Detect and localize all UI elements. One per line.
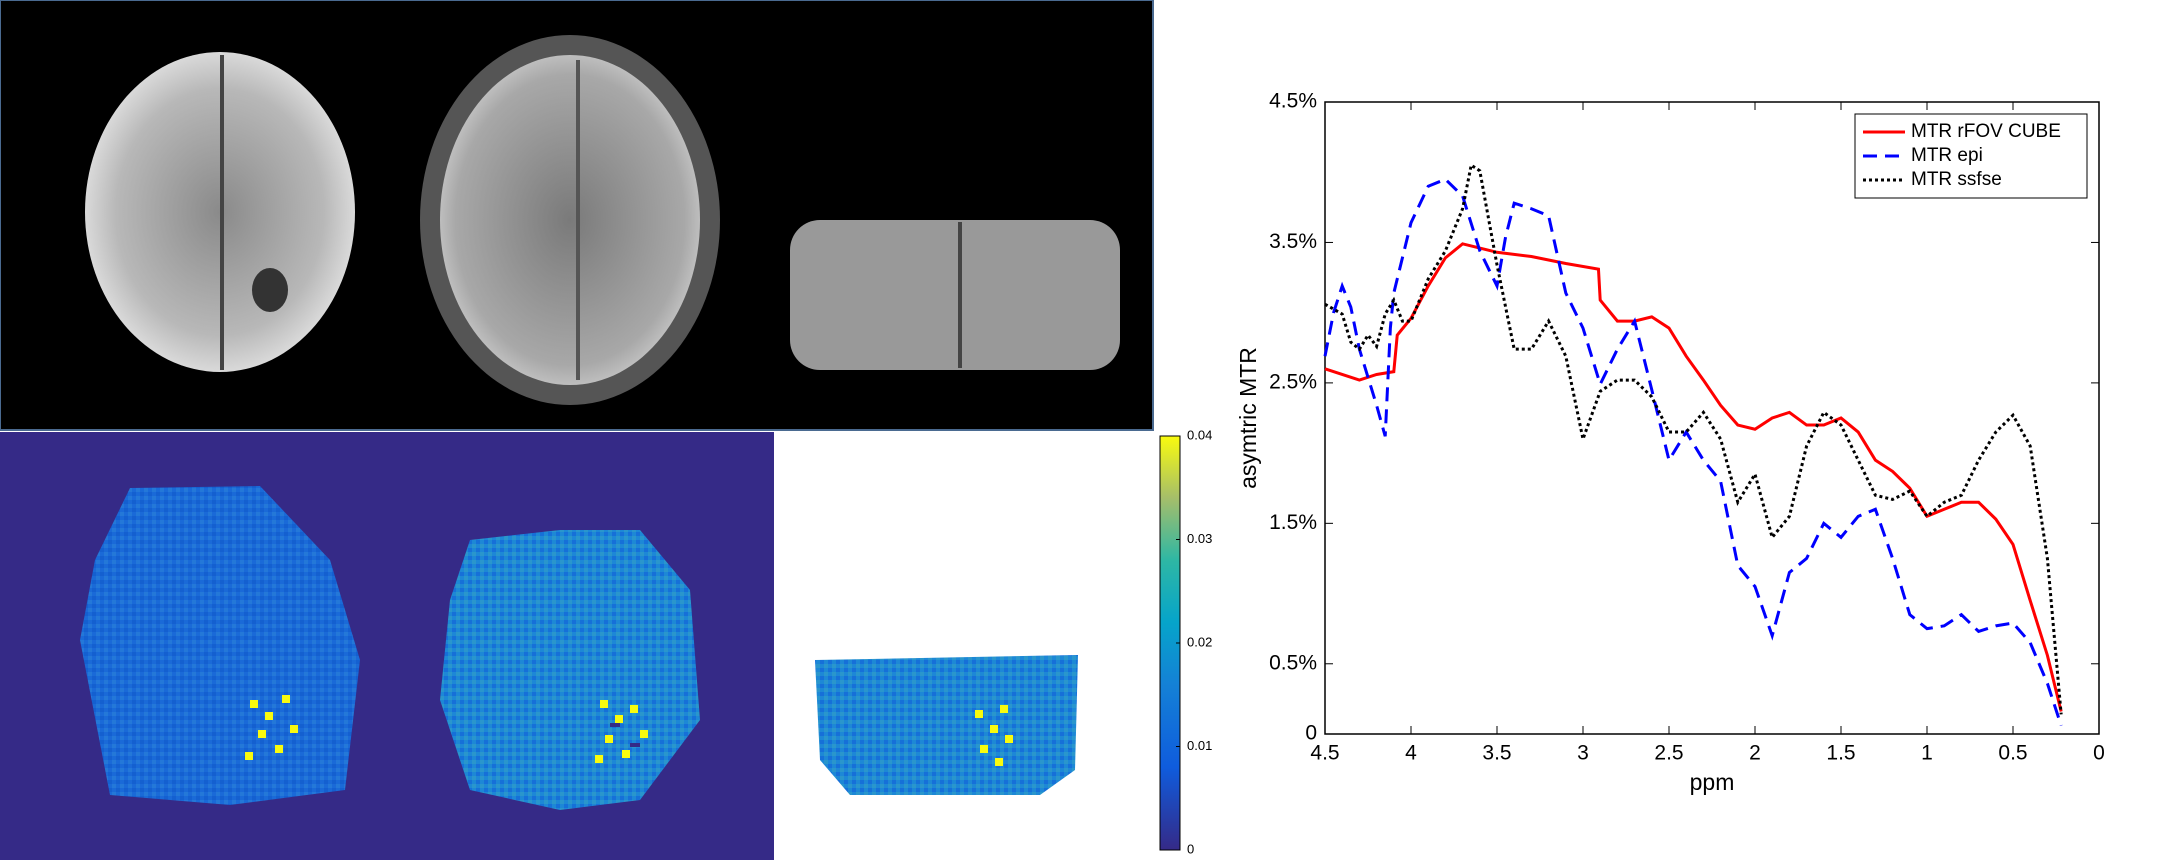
series-line bbox=[1324, 162, 2063, 715]
y-tick-label: 0.5% bbox=[1269, 651, 1317, 674]
x-tick-label: 2 bbox=[1749, 742, 1761, 765]
colorbar-tick-label: 0.03 bbox=[1187, 531, 1212, 546]
y-tick-label: 2.5% bbox=[1269, 370, 1317, 393]
colorbar-tick-label: 0.01 bbox=[1187, 738, 1212, 753]
dark-spots bbox=[610, 723, 640, 747]
x-tick-label: 2.5 bbox=[1654, 742, 1683, 765]
brain-image bbox=[790, 220, 1120, 370]
y-tick-label: 1.5% bbox=[1269, 511, 1317, 534]
legend-label: MTR ssfse bbox=[1911, 169, 2002, 190]
plot-area bbox=[1324, 101, 2100, 735]
x-axis-label: ppm bbox=[1690, 769, 1735, 795]
series-line bbox=[1323, 177, 2063, 727]
x-tick-label: 3.5 bbox=[1482, 742, 1511, 765]
y-tick-label: 3.5% bbox=[1269, 230, 1317, 253]
colorbar-tick-label: 0 bbox=[1187, 841, 1194, 856]
series-line bbox=[1324, 242, 2063, 712]
colorbar-tick-label: 0.04 bbox=[1187, 427, 1212, 442]
x-tick-label: 4.5 bbox=[1310, 742, 1339, 765]
x-tick-label: 4 bbox=[1405, 742, 1417, 765]
x-tick-label: 0 bbox=[2093, 742, 2105, 765]
brain-image bbox=[440, 55, 700, 385]
hot-spots bbox=[245, 695, 1013, 766]
x-tick-label: 0.5 bbox=[1998, 742, 2027, 765]
colorbar-tick-label: 0.02 bbox=[1187, 634, 1212, 649]
legend-label: MTR epi bbox=[1911, 145, 1983, 166]
image-detail bbox=[252, 268, 288, 312]
y-tick-label: 4.5% bbox=[1269, 90, 1317, 113]
x-tick-label: 3 bbox=[1577, 742, 1589, 765]
y-axis-label: asymtric MTR bbox=[1235, 347, 1261, 489]
x-tick-label: 1 bbox=[1921, 742, 1933, 765]
y-tick-label: 0 bbox=[1305, 722, 1317, 745]
mtr-map bbox=[440, 530, 700, 810]
mtr-map bbox=[815, 655, 1078, 795]
x-tick-label: 1.5 bbox=[1826, 742, 1855, 765]
legend-label: MTR rFOV CUBE bbox=[1911, 121, 2061, 142]
